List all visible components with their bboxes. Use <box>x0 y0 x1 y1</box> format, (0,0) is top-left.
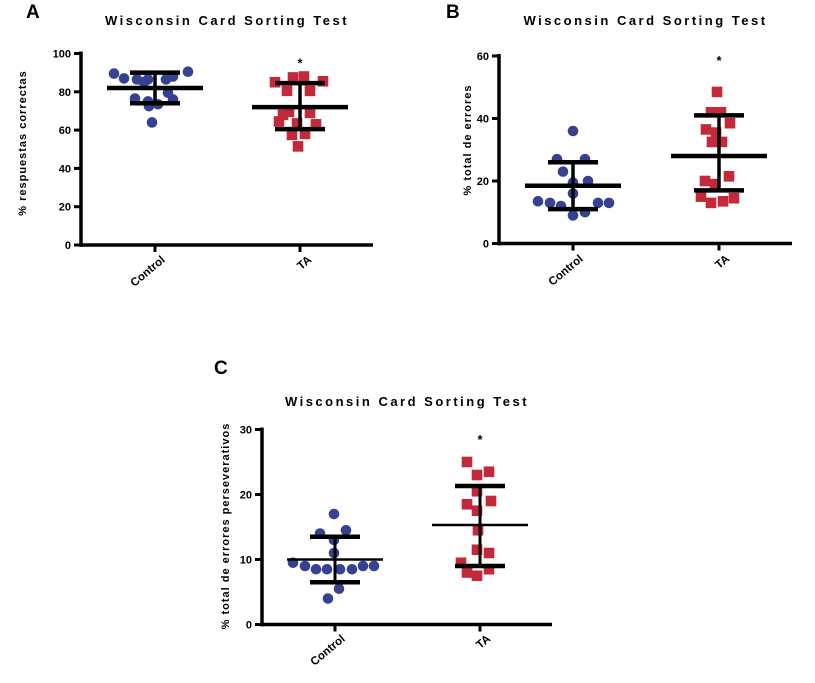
panel-a-letter: A <box>26 2 41 23</box>
data-point <box>321 563 333 575</box>
data-point <box>705 197 717 209</box>
data-point <box>322 593 334 604</box>
data-point <box>291 118 303 129</box>
significance-asterisk: * <box>477 432 483 447</box>
significance-asterisk: * <box>716 53 722 68</box>
data-point <box>471 485 483 497</box>
data-point <box>299 128 311 140</box>
data-point <box>334 563 346 575</box>
data-point <box>717 196 729 207</box>
data-point <box>346 563 358 575</box>
data-point <box>328 508 340 520</box>
data-point <box>118 73 130 84</box>
y-tick-label: 10 <box>240 555 252 567</box>
panel-c-letter: C <box>214 358 229 379</box>
y-tick-label: 0 <box>65 240 71 252</box>
data-point <box>461 456 473 468</box>
significance-asterisk: * <box>297 56 303 71</box>
data-point <box>485 495 497 507</box>
y-tick-label: 20 <box>59 202 71 214</box>
data-point <box>592 197 604 209</box>
y-tick-label: 40 <box>477 114 489 126</box>
data-point <box>182 66 194 77</box>
data-point <box>304 107 316 119</box>
data-point <box>711 86 723 98</box>
panel-c-y-axis-label: % total de errores perseverativos <box>220 422 232 630</box>
data-point <box>705 106 717 118</box>
data-point <box>310 119 322 130</box>
data-point <box>544 197 556 209</box>
data-point <box>706 136 718 148</box>
data-point <box>287 72 299 83</box>
y-tick-label: 40 <box>59 163 71 175</box>
data-point <box>146 117 158 128</box>
y-tick-label: 80 <box>59 87 71 99</box>
data-point <box>471 570 483 582</box>
panel-a-title: Wisconsin Card Sorting Test <box>104 13 350 28</box>
y-tick-label: 60 <box>477 51 489 63</box>
data-point <box>532 196 544 207</box>
data-point <box>298 71 310 82</box>
data-point <box>471 505 483 517</box>
data-point <box>357 560 369 572</box>
data-point <box>310 563 322 575</box>
data-point <box>472 524 484 536</box>
y-tick-label: 60 <box>59 125 71 137</box>
y-tick-label: 20 <box>477 176 489 188</box>
data-point <box>281 85 293 97</box>
data-point <box>455 557 467 569</box>
data-point <box>723 171 735 182</box>
data-point <box>700 124 712 135</box>
data-point <box>483 563 495 575</box>
data-point <box>483 547 495 559</box>
data-point <box>557 166 569 177</box>
data-point <box>710 127 722 138</box>
data-point <box>273 116 285 127</box>
data-point <box>340 524 352 536</box>
data-point <box>716 136 728 148</box>
data-point <box>728 192 740 204</box>
y-tick-label: 0 <box>483 239 489 251</box>
panel-b-letter: B <box>446 2 461 23</box>
data-point <box>603 197 615 209</box>
y-tick-label: 100 <box>53 49 71 61</box>
y-tick-label: 30 <box>240 425 252 437</box>
data-point <box>483 466 495 478</box>
data-point <box>567 125 579 137</box>
data-point <box>277 109 289 121</box>
y-tick-label: 20 <box>240 490 252 502</box>
data-point <box>142 74 154 85</box>
data-point <box>333 583 345 595</box>
data-point <box>368 560 380 572</box>
panel-a-y-axis-label: % respuestas correctas <box>17 70 29 216</box>
data-point <box>471 469 483 481</box>
data-point <box>461 498 473 510</box>
data-point <box>286 129 298 141</box>
data-point <box>695 191 707 202</box>
data-point <box>567 210 579 221</box>
data-point <box>108 68 120 79</box>
panel-c-title: Wisconsin Card Sorting Test <box>284 394 530 409</box>
data-point <box>724 117 736 129</box>
panel-b-y-axis-label: % total de errores <box>462 84 474 196</box>
data-point <box>699 175 711 187</box>
data-point <box>715 106 727 118</box>
data-point <box>709 178 721 190</box>
data-point <box>471 544 483 556</box>
panel-b-title: Wisconsin Card Sorting Test <box>523 13 768 28</box>
y-tick-label: 0 <box>246 620 252 632</box>
data-point <box>292 141 304 152</box>
data-point <box>304 85 316 97</box>
data-point <box>283 106 295 118</box>
data-point <box>461 567 473 578</box>
data-point <box>299 560 311 572</box>
